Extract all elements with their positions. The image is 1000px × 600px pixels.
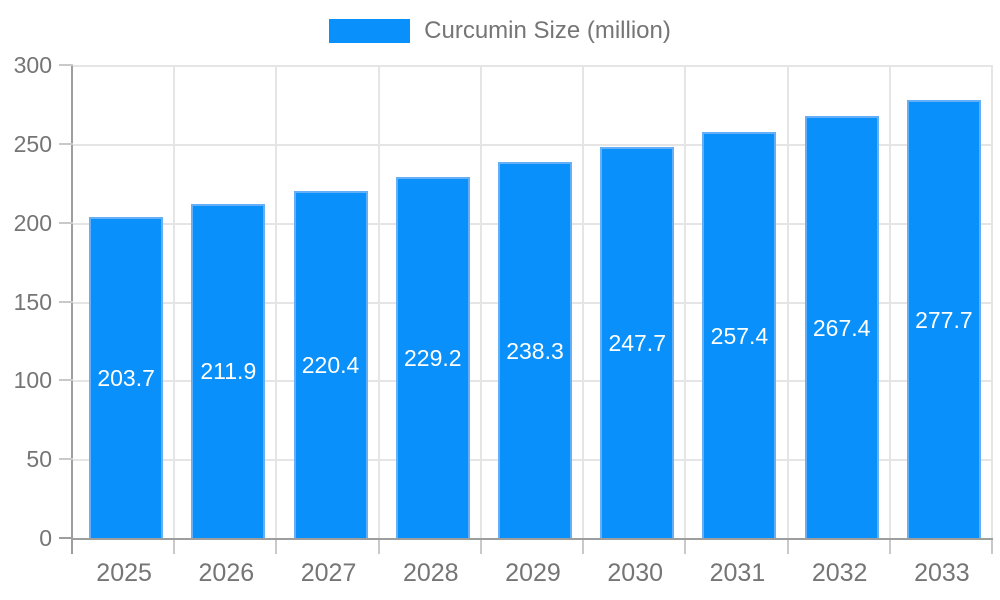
x-axis-tick	[684, 540, 687, 554]
bar[interactable]: 229.2	[395, 176, 470, 538]
bar-value-label: 238.3	[506, 337, 564, 364]
y-axis-label: 50	[26, 446, 52, 473]
y-axis-label: 250	[13, 130, 52, 157]
y-axis-tick	[59, 221, 73, 224]
v-gridline	[888, 65, 891, 538]
v-gridline	[275, 65, 278, 538]
bar-value-label: 203.7	[97, 364, 155, 391]
bar[interactable]: 211.9	[191, 203, 266, 538]
x-axis-label: 2025	[96, 559, 152, 587]
bar[interactable]: 220.4	[293, 190, 368, 538]
bar[interactable]: 247.7	[600, 147, 675, 538]
y-axis-tick	[59, 64, 73, 66]
x-axis-tick	[275, 540, 278, 554]
x-axis-tick	[71, 540, 73, 554]
bar-value-label: 257.4	[710, 322, 769, 349]
x-axis-tick	[173, 540, 176, 554]
v-gridline	[377, 65, 380, 538]
bar[interactable]: 257.4	[702, 132, 777, 538]
v-gridline	[479, 65, 482, 538]
y-axis-tick	[59, 142, 73, 145]
x-axis-tick	[991, 540, 993, 554]
y-axis-label: 200	[13, 209, 52, 236]
x-axis-tick	[582, 540, 585, 554]
x-axis-label: 2031	[709, 559, 766, 587]
bar[interactable]: 238.3	[498, 162, 572, 538]
y-axis-label: 300	[13, 52, 52, 78]
x-axis-label: 2026	[198, 559, 255, 587]
x-axis-tick	[479, 540, 482, 554]
plot-area: 203.7 211.9 220.4 229.2 238.3 247.7 257.4 267.4…	[71, 65, 993, 540]
x-axis-tick	[786, 540, 789, 554]
bar[interactable]: 277.7	[906, 100, 981, 538]
h-gridline	[73, 65, 993, 67]
v-gridline	[582, 65, 585, 538]
y-axis-tick	[59, 537, 73, 539]
x-axis-label: 2033	[914, 559, 970, 587]
bar-value-label: 277.7	[915, 306, 973, 333]
x-axis-tick	[888, 540, 891, 554]
x-axis-label: 2027	[300, 559, 357, 587]
y-axis-tick	[59, 458, 73, 461]
v-gridline	[173, 65, 176, 538]
bar[interactable]: 203.7	[89, 216, 164, 538]
x-axis-label: 2029	[505, 559, 561, 587]
bar-value-label: 211.9	[200, 358, 257, 385]
x-axis-label: 2030	[607, 559, 664, 587]
legend-label: Curcumin Size (million)	[424, 17, 671, 44]
legend-item[interactable]: Curcumin Size (million)	[0, 17, 1000, 45]
x-axis-label: 2032	[811, 559, 868, 587]
x-axis-label: 2028	[402, 559, 459, 587]
bar[interactable]: 267.4	[804, 116, 879, 538]
y-axis-label: 150	[13, 288, 52, 315]
legend-swatch-icon	[329, 19, 411, 43]
v-gridline	[684, 65, 687, 538]
y-axis-label: 0	[39, 525, 52, 551]
y-axis-tick	[59, 379, 73, 382]
h-gridline	[73, 143, 993, 146]
v-gridline	[786, 65, 789, 538]
x-axis-tick	[377, 540, 380, 554]
y-axis-tick	[59, 300, 73, 303]
v-gridline	[991, 65, 993, 538]
y-axis-label: 100	[13, 367, 52, 394]
bar-value-label: 267.4	[812, 314, 871, 341]
bar-value-label: 229.2	[403, 344, 462, 371]
bar-value-label: 247.7	[608, 330, 666, 357]
bar-value-label: 220.4	[301, 351, 360, 378]
